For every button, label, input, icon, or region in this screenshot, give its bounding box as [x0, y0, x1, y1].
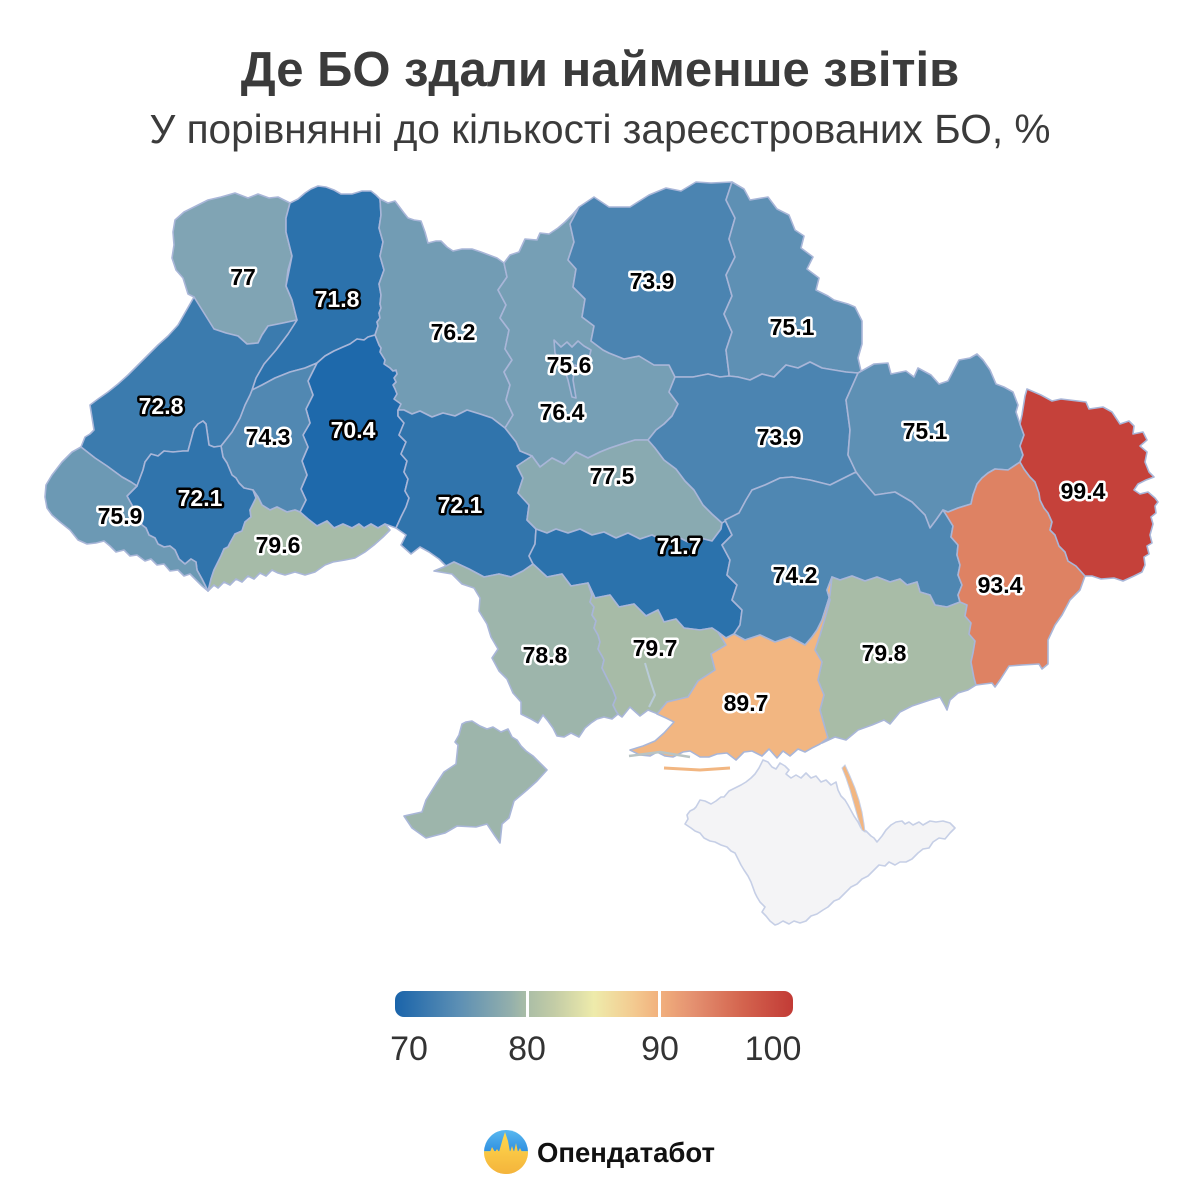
svg-text:78.8: 78.8 — [523, 642, 568, 668]
svg-text:75.9: 75.9 — [98, 503, 143, 529]
svg-text:76.2: 76.2 — [431, 319, 476, 345]
svg-text:75.1: 75.1 — [903, 418, 948, 444]
svg-text:93.4: 93.4 — [978, 572, 1023, 598]
svg-text:89.7: 89.7 — [724, 690, 769, 716]
svg-text:71.7: 71.7 — [657, 533, 702, 559]
svg-text:73.9: 73.9 — [757, 424, 802, 450]
svg-text:77: 77 — [230, 264, 256, 290]
svg-text:99.4: 99.4 — [1061, 478, 1106, 504]
svg-text:72.1: 72.1 — [178, 485, 223, 511]
svg-text:71.8: 71.8 — [315, 286, 360, 312]
svg-text:79.6: 79.6 — [256, 532, 301, 558]
svg-text:72.8: 72.8 — [139, 393, 184, 419]
svg-text:75.1: 75.1 — [770, 314, 815, 340]
svg-text:70.4: 70.4 — [331, 417, 376, 443]
svg-text:77.5: 77.5 — [590, 463, 635, 489]
svg-text:74.2: 74.2 — [773, 562, 818, 588]
svg-text:73.9: 73.9 — [630, 268, 675, 294]
svg-text:76.4: 76.4 — [540, 399, 585, 425]
svg-text:79.8: 79.8 — [862, 640, 907, 666]
svg-text:74.3: 74.3 — [246, 424, 291, 450]
svg-text:79.7: 79.7 — [633, 635, 678, 661]
svg-text:72.1: 72.1 — [438, 492, 483, 518]
svg-text:75.6: 75.6 — [547, 352, 592, 378]
